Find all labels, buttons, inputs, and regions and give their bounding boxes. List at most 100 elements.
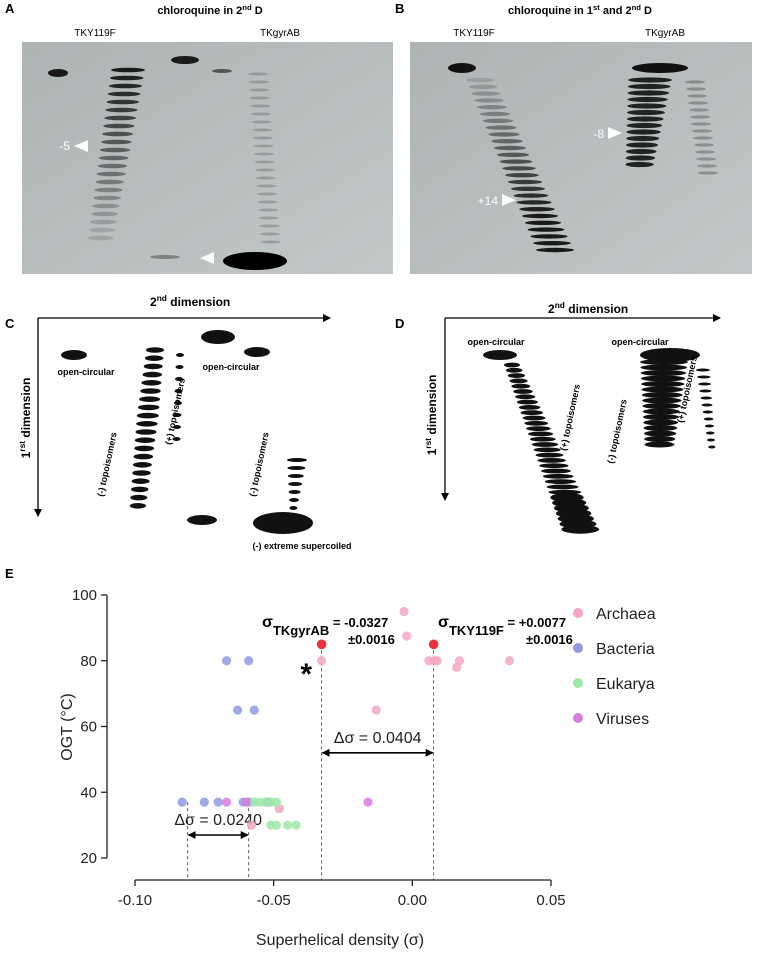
gel-band bbox=[471, 91, 501, 96]
spot bbox=[131, 478, 150, 485]
y-tick-label: 60 bbox=[80, 719, 97, 736]
band-arrow bbox=[502, 194, 516, 206]
gel-band bbox=[104, 115, 136, 121]
point bbox=[213, 797, 223, 807]
gel-band bbox=[48, 69, 68, 77]
gel-band bbox=[257, 192, 277, 196]
spot bbox=[142, 371, 163, 378]
point bbox=[233, 705, 243, 715]
x-tick-label: -0.10 bbox=[118, 892, 152, 909]
lane-label: TKgyrAB bbox=[645, 28, 685, 39]
point bbox=[317, 656, 327, 666]
scatter-chart: 20 40 60 80 100 -0.10 -0.05 0.00 0.05 Δσ = 0.0404… bbox=[72, 587, 656, 909]
y-tick-label: 40 bbox=[80, 784, 97, 801]
gel-band bbox=[632, 63, 688, 73]
spot bbox=[137, 404, 160, 411]
gel-band bbox=[626, 116, 664, 122]
gel-band bbox=[695, 150, 715, 154]
gel-band bbox=[103, 123, 135, 129]
gel-band bbox=[448, 63, 476, 73]
spot bbox=[644, 441, 675, 448]
gel-band bbox=[250, 104, 271, 108]
label-part: 2 bbox=[548, 302, 555, 316]
spot bbox=[641, 392, 683, 398]
spot bbox=[141, 380, 162, 386]
label-part: nd bbox=[555, 300, 565, 310]
spot bbox=[528, 431, 554, 437]
spot bbox=[696, 368, 710, 372]
spot bbox=[173, 425, 181, 429]
y-tick-label: 100 bbox=[72, 587, 97, 604]
gel-band bbox=[252, 128, 273, 132]
gel-band bbox=[249, 96, 270, 100]
spot bbox=[539, 463, 569, 469]
panel-letter: D bbox=[395, 316, 404, 331]
spot bbox=[143, 363, 163, 370]
gel-band bbox=[513, 193, 549, 198]
spot bbox=[172, 437, 181, 441]
gel-band bbox=[627, 83, 671, 90]
gel-band bbox=[627, 96, 668, 103]
spot bbox=[526, 426, 551, 431]
spot bbox=[698, 382, 711, 386]
gel-band bbox=[258, 208, 279, 212]
gel-band bbox=[105, 107, 138, 113]
spot bbox=[174, 389, 183, 393]
gel-band bbox=[254, 160, 275, 164]
label-part: D bbox=[641, 5, 652, 17]
label-part: dimension bbox=[425, 375, 439, 438]
spot bbox=[509, 378, 528, 384]
gel-band bbox=[102, 131, 133, 137]
label-part: rst bbox=[423, 438, 433, 449]
gel-band bbox=[257, 200, 278, 204]
gel-image bbox=[22, 42, 393, 274]
gel-band bbox=[697, 164, 717, 168]
gel-band bbox=[249, 88, 270, 92]
spot-label: (+) topoisomers bbox=[558, 383, 582, 451]
gel-band bbox=[536, 247, 574, 253]
spot-label: (+) topoisomers bbox=[163, 377, 187, 445]
gel-band bbox=[94, 187, 123, 193]
gel-band bbox=[685, 80, 705, 84]
label-part: nd bbox=[242, 3, 252, 12]
gel-band bbox=[92, 203, 120, 209]
gel-band bbox=[527, 227, 565, 232]
sigma-label: σTKgyrAB = -0.0327 bbox=[262, 614, 388, 638]
spot bbox=[144, 355, 164, 362]
spot bbox=[140, 388, 161, 394]
gel-band bbox=[109, 75, 144, 81]
spot bbox=[139, 396, 161, 403]
spot bbox=[642, 397, 682, 404]
gel-band bbox=[89, 227, 115, 233]
x-tick-label: 0.00 bbox=[398, 892, 427, 909]
spot bbox=[516, 399, 538, 405]
gel-band bbox=[626, 142, 658, 148]
label-part: dimension bbox=[19, 378, 33, 441]
spot bbox=[511, 383, 531, 389]
label-part: nd bbox=[157, 293, 167, 303]
spot bbox=[287, 466, 306, 470]
gel-band bbox=[256, 184, 277, 188]
spot bbox=[533, 447, 561, 453]
gel-band bbox=[248, 80, 269, 84]
gel-band bbox=[254, 152, 274, 156]
spot bbox=[288, 482, 303, 486]
gel-band bbox=[100, 147, 130, 153]
y-tick-label: 20 bbox=[80, 850, 97, 867]
spot bbox=[640, 364, 688, 371]
gel-band bbox=[627, 90, 670, 96]
label-part: dimension bbox=[565, 302, 628, 316]
gel-band bbox=[95, 179, 125, 185]
spot bbox=[524, 420, 549, 426]
gel-band bbox=[519, 207, 555, 212]
gel-band bbox=[107, 91, 141, 97]
gel-band bbox=[101, 139, 132, 145]
spot bbox=[641, 381, 685, 387]
point bbox=[246, 820, 257, 830]
gel-band bbox=[689, 108, 709, 112]
gel-band bbox=[696, 157, 716, 161]
spot bbox=[136, 421, 158, 427]
gel-band bbox=[522, 213, 558, 219]
gel-band bbox=[480, 111, 510, 117]
spot-label: (-) extreme supercoiled bbox=[252, 541, 351, 551]
